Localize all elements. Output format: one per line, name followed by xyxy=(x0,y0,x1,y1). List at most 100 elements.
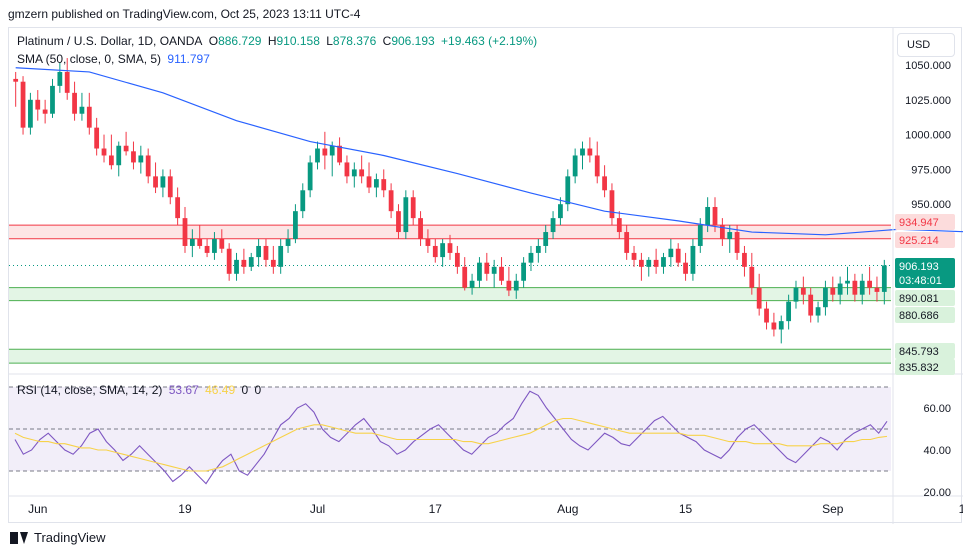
candle-body[interactable] xyxy=(403,197,409,233)
candle-body[interactable] xyxy=(499,266,504,281)
candle-body[interactable] xyxy=(852,280,858,295)
candle-body[interactable] xyxy=(418,218,423,239)
candle-body[interactable] xyxy=(823,287,828,308)
candle-body[interactable] xyxy=(57,71,63,86)
candle-body[interactable] xyxy=(859,280,865,295)
candle-body[interactable] xyxy=(50,85,55,114)
sma-label[interactable]: SMA (50, close, 0, SMA, 5) xyxy=(17,52,162,66)
candle-body[interactable] xyxy=(815,307,821,316)
candle-body[interactable] xyxy=(315,148,320,163)
candle-body[interactable] xyxy=(609,190,615,219)
candle-body[interactable] xyxy=(565,176,571,205)
candle-body[interactable] xyxy=(101,148,107,156)
candle-body[interactable] xyxy=(42,109,48,114)
candle-body[interactable] xyxy=(837,283,843,295)
candle-body[interactable] xyxy=(307,162,313,191)
candle-body[interactable] xyxy=(727,232,733,239)
candle-body[interactable] xyxy=(874,287,880,292)
candle-body[interactable] xyxy=(440,243,446,258)
candle-body[interactable] xyxy=(734,232,740,253)
candle-body[interactable] xyxy=(359,169,365,177)
candle-body[interactable] xyxy=(278,245,284,267)
rsi-ma-line[interactable] xyxy=(14,417,888,472)
candle-body[interactable] xyxy=(778,321,784,330)
candle-body[interactable] xyxy=(167,176,173,198)
candle-body[interactable] xyxy=(212,239,217,253)
candle-body[interactable] xyxy=(786,301,792,322)
candle-body[interactable] xyxy=(484,262,490,274)
candle-body[interactable] xyxy=(425,239,431,246)
candle-body[interactable] xyxy=(683,262,688,274)
candle-body[interactable] xyxy=(705,206,711,226)
candle-body[interactable] xyxy=(138,155,144,163)
candle-body[interactable] xyxy=(293,211,298,239)
candle-body[interactable] xyxy=(587,148,593,156)
candle-body[interactable] xyxy=(506,280,512,291)
candle-body[interactable] xyxy=(690,245,696,274)
candle-body[interactable] xyxy=(447,243,453,253)
candle-body[interactable] xyxy=(256,245,261,258)
candle-body[interactable] xyxy=(800,287,806,295)
candle-body[interactable] xyxy=(64,71,70,93)
candle-body[interactable] xyxy=(719,225,725,239)
candle-body[interactable] xyxy=(373,179,379,188)
candle-body[interactable] xyxy=(351,169,357,177)
candle-body[interactable] xyxy=(661,257,666,267)
candle-body[interactable] xyxy=(204,245,210,253)
candle-body[interactable] xyxy=(572,155,578,177)
candle-body[interactable] xyxy=(366,176,372,188)
candle-body[interactable] xyxy=(234,259,239,274)
candle-body[interactable] xyxy=(248,257,254,267)
candle-body[interactable] xyxy=(263,245,269,260)
candle-body[interactable] xyxy=(697,225,703,246)
candle-body[interactable] xyxy=(535,245,541,253)
chart-container[interactable]: 1050.000 1025.000 1000.000 975.000 950.000 92… xyxy=(8,27,963,524)
candle-body[interactable] xyxy=(712,206,718,226)
candle-body[interactable] xyxy=(521,262,527,281)
candle-body[interactable] xyxy=(219,239,225,249)
candle-body[interactable] xyxy=(756,287,762,309)
candle-body[interactable] xyxy=(513,280,519,291)
chart-canvas[interactable]: 1050.000 1025.000 1000.000 975.000 950.000 92… xyxy=(9,28,963,524)
candle-body[interactable] xyxy=(881,265,887,292)
candle-body[interactable] xyxy=(300,190,306,212)
candle-body[interactable] xyxy=(616,218,622,233)
candle-body[interactable] xyxy=(381,179,387,191)
candle-body[interactable] xyxy=(344,162,350,177)
sma-line[interactable] xyxy=(15,67,963,260)
candle-body[interactable] xyxy=(197,239,203,246)
currency-button[interactable]: USD xyxy=(897,33,955,57)
candle-body[interactable] xyxy=(123,145,129,152)
candle-body[interactable] xyxy=(528,252,534,263)
candle-body[interactable] xyxy=(845,280,850,284)
candle-body[interactable] xyxy=(396,211,401,233)
candle-body[interactable] xyxy=(160,176,166,188)
candle-body[interactable] xyxy=(189,239,195,246)
candle-body[interactable] xyxy=(410,197,416,219)
rsi-label[interactable]: RSI (14, close, SMA, 14, 2) xyxy=(17,383,163,397)
candle-body[interactable] xyxy=(131,151,136,163)
rsi-line[interactable] xyxy=(14,390,888,485)
candle-body[interactable] xyxy=(624,232,630,253)
candle-body[interactable] xyxy=(639,259,644,267)
candle-body[interactable] xyxy=(764,308,769,323)
candle-body[interactable] xyxy=(20,81,26,128)
candle-body[interactable] xyxy=(285,239,291,246)
candle-body[interactable] xyxy=(116,145,122,166)
candle-body[interactable] xyxy=(13,78,19,82)
candle-body[interactable] xyxy=(175,197,181,219)
candle-body[interactable] xyxy=(668,248,674,258)
candle-body[interactable] xyxy=(558,204,563,219)
candle-body[interactable] xyxy=(469,280,475,288)
candle-body[interactable] xyxy=(28,99,33,128)
candle-body[interactable] xyxy=(241,259,247,267)
candle-body[interactable] xyxy=(771,322,777,330)
candle-body[interactable] xyxy=(550,218,556,233)
candle-body[interactable] xyxy=(153,176,158,188)
candle-body[interactable] xyxy=(182,218,188,246)
candle-body[interactable] xyxy=(94,127,100,149)
candle-body[interactable] xyxy=(462,266,468,288)
candle-body[interactable] xyxy=(432,245,438,258)
candle-body[interactable] xyxy=(388,190,394,212)
candle-body[interactable] xyxy=(602,176,607,191)
